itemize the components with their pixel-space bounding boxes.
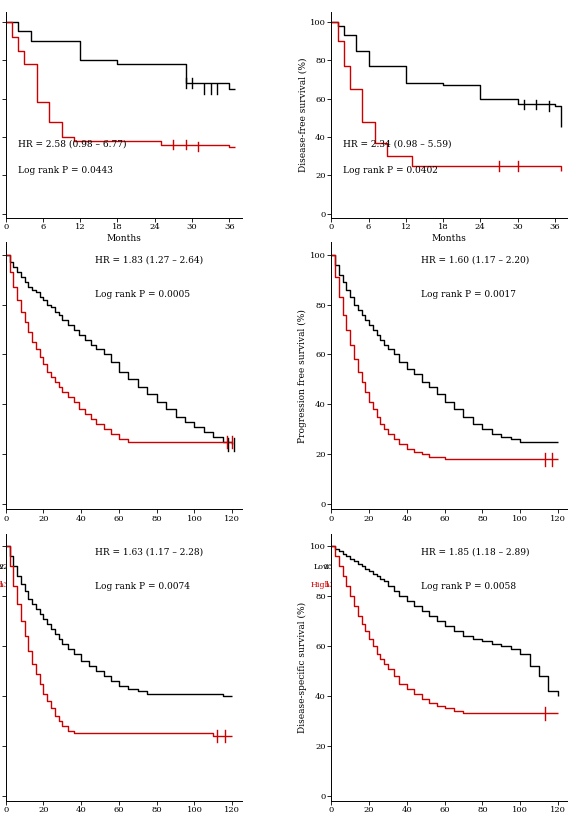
Text: Log rank P = 0.0005: Log rank P = 0.0005 — [95, 290, 190, 299]
Legend: Low, High: Low, High — [340, 607, 384, 628]
Text: Log rank P = 0.0402: Log rank P = 0.0402 — [343, 166, 438, 176]
Text: (d): (d) — [442, 632, 456, 641]
Text: Low: Low — [0, 563, 5, 571]
Y-axis label: Progression free survival (%): Progression free survival (%) — [298, 309, 307, 442]
Text: 79: 79 — [364, 563, 374, 571]
Text: HR = 2.34 (0.98 – 5.59): HR = 2.34 (0.98 – 5.59) — [343, 140, 452, 149]
Text: Number at risk: Number at risk — [331, 544, 393, 552]
X-axis label: Months: Months — [106, 234, 141, 243]
Text: 62: 62 — [38, 581, 49, 589]
Text: 56: 56 — [76, 563, 86, 571]
Text: HR = 1.63 (1.17 – 2.28): HR = 1.63 (1.17 – 2.28) — [95, 547, 203, 556]
Y-axis label: Disease-specific survival (%): Disease-specific survival (%) — [298, 602, 307, 733]
Text: 2: 2 — [480, 581, 485, 589]
Text: 13: 13 — [152, 563, 162, 571]
Text: Months: Months — [427, 544, 462, 553]
Text: 10: 10 — [114, 581, 124, 589]
Text: 4: 4 — [442, 581, 447, 589]
Text: HR = 2.58 (0.98 – 6.77): HR = 2.58 (0.98 – 6.77) — [18, 140, 126, 149]
Text: HR = 1.60 (1.17 – 2.20): HR = 1.60 (1.17 – 2.20) — [421, 255, 529, 264]
Legend: High, Low: High, Low — [340, 259, 384, 280]
Text: Log rank P = 0.0074: Log rank P = 0.0074 — [95, 582, 190, 591]
Legend: Low, High: Low, High — [15, 607, 58, 628]
Text: Log rank P = 0.0058: Log rank P = 0.0058 — [421, 582, 516, 591]
Text: Months: Months — [101, 544, 136, 553]
Text: HR = 1.83 (1.27 – 2.64): HR = 1.83 (1.27 – 2.64) — [95, 255, 203, 264]
Text: 28: 28 — [76, 581, 86, 589]
Text: 237: 237 — [324, 563, 339, 571]
Text: (b): (b) — [442, 279, 456, 288]
Text: 139: 139 — [0, 581, 13, 589]
Text: 32: 32 — [114, 563, 124, 571]
Text: Log rank P = 0.0017: Log rank P = 0.0017 — [421, 290, 516, 299]
Text: 0: 0 — [230, 563, 235, 571]
Text: 4: 4 — [480, 563, 485, 571]
Text: 225: 225 — [0, 563, 13, 571]
Text: 1: 1 — [517, 581, 523, 589]
Text: High: High — [311, 581, 330, 589]
Text: Low: Low — [313, 563, 330, 571]
Text: 31: 31 — [364, 581, 374, 589]
Text: High: High — [0, 581, 5, 589]
Text: 1: 1 — [192, 581, 197, 589]
Text: 1: 1 — [230, 581, 235, 589]
Text: 133: 133 — [324, 581, 339, 589]
Text: (a): (a) — [117, 279, 131, 288]
Text: 0: 0 — [555, 563, 560, 571]
Text: 16: 16 — [439, 563, 450, 571]
Legend: High, Low: High, Low — [15, 259, 58, 280]
Text: 2: 2 — [517, 563, 523, 571]
Text: 13: 13 — [402, 581, 412, 589]
Text: Number at risk: Number at risk — [6, 544, 67, 552]
X-axis label: Months: Months — [432, 234, 467, 243]
Text: 1: 1 — [555, 581, 560, 589]
Text: Log rank P = 0.0443: Log rank P = 0.0443 — [18, 166, 112, 176]
Y-axis label: Disease-free survival (%): Disease-free survival (%) — [298, 58, 307, 172]
Text: 5: 5 — [192, 563, 197, 571]
Text: 6: 6 — [154, 581, 159, 589]
Text: HR = 1.85 (1.18 – 2.89): HR = 1.85 (1.18 – 2.89) — [421, 547, 529, 556]
Text: 120: 120 — [36, 563, 51, 571]
Text: (c): (c) — [117, 632, 130, 641]
Text: 34: 34 — [402, 563, 412, 571]
